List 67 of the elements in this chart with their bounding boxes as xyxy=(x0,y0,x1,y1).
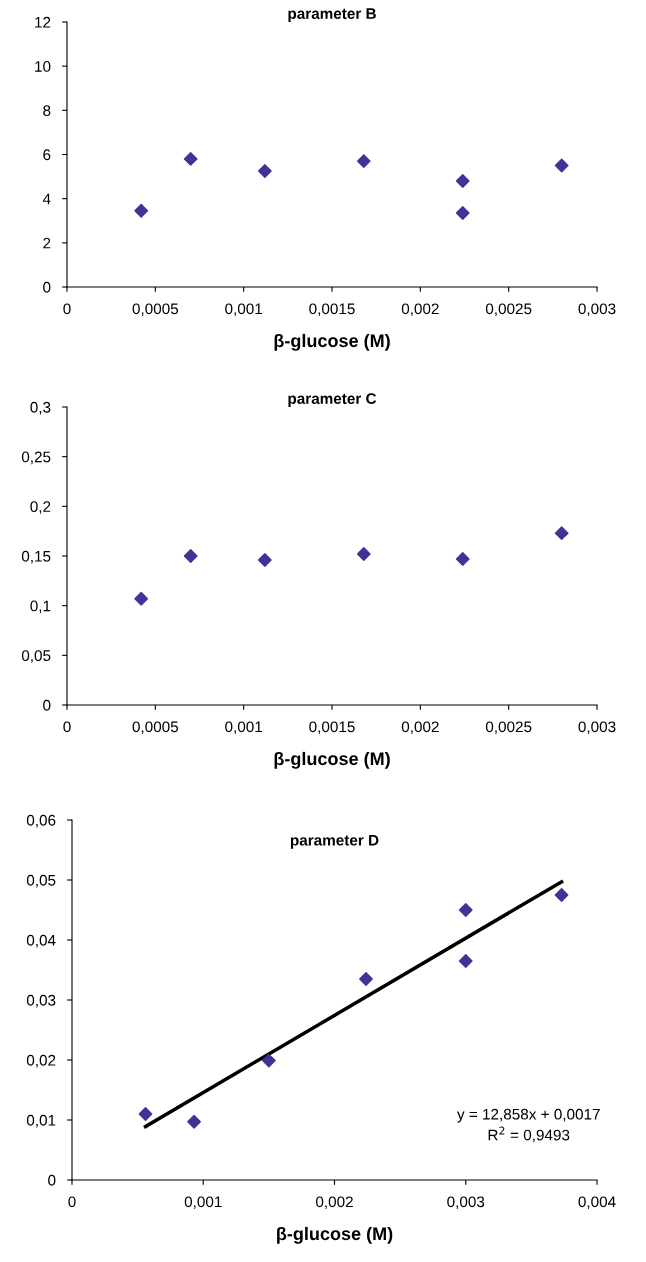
point xyxy=(257,553,272,567)
x-tick-label: 0,002 xyxy=(401,721,439,734)
y-tick-label: 12 xyxy=(35,16,51,28)
point xyxy=(356,547,371,561)
x-tick-label: 0,002 xyxy=(315,1196,353,1209)
y-tick-label: 8 xyxy=(43,105,51,117)
y-tick-label: 0,3 xyxy=(30,401,51,415)
x-tick-label: 0,0025 xyxy=(485,303,532,316)
x-tick-label: 0 xyxy=(68,1196,76,1208)
point xyxy=(138,1107,153,1121)
y-tick-label: 0 xyxy=(43,699,51,711)
x-tick-label: 0 xyxy=(63,303,71,315)
y-tick-label: 0,05 xyxy=(26,874,56,888)
x-tick-label: 0,0015 xyxy=(309,303,355,316)
x-tick-label: 0,003 xyxy=(578,303,616,316)
chart-title: parameter B xyxy=(288,8,376,22)
y-tick-label: 0,05 xyxy=(21,650,51,663)
point xyxy=(356,154,371,169)
x-axis-title: β-glucose (M) xyxy=(274,333,390,351)
y-tick-label: 0,2 xyxy=(30,501,51,514)
point xyxy=(554,888,569,902)
point xyxy=(554,526,569,541)
x-tick-label: 0 xyxy=(63,721,71,733)
text: parameter D xyxy=(290,834,379,849)
y-tick-label: 0 xyxy=(48,1174,56,1186)
point xyxy=(257,164,272,178)
point xyxy=(458,954,473,968)
y-tick-label: 6 xyxy=(43,149,51,161)
x-tick-label: 0,0005 xyxy=(132,721,179,734)
x-tick-label: 0,003 xyxy=(447,1196,485,1209)
x-tick-label: 0,0015 xyxy=(309,721,355,734)
y-tick-label: 4 xyxy=(42,193,51,205)
x-tick-label: 0,001 xyxy=(184,1196,222,1209)
x-tick-label: 0,003 xyxy=(578,721,616,734)
y-tick-label: 0 xyxy=(43,281,51,293)
point xyxy=(455,552,470,566)
x-axis-title: β-glucose (M) xyxy=(274,751,390,769)
chart-title: parameter C xyxy=(288,393,377,407)
point xyxy=(134,591,149,606)
point xyxy=(187,1114,201,1129)
annotation: y = 12,858x + 0,0017 R$^{2}$ = 0,9493 xyxy=(457,1108,600,1143)
y-tick-label: 0,01 xyxy=(26,1114,56,1128)
y-tick-label: 10 xyxy=(35,61,51,72)
y-tick-label: 0,1 xyxy=(30,600,51,614)
point xyxy=(458,903,473,917)
x-axis-title: β-glucose (M) xyxy=(277,1226,393,1244)
point xyxy=(261,1053,276,1068)
y-tick-label: 0,15 xyxy=(21,550,51,564)
x-tick-label: 0,002 xyxy=(401,303,439,316)
x-tick-label: 0,004 xyxy=(578,1196,616,1209)
y-tick-label: 2 xyxy=(43,237,51,249)
point xyxy=(183,549,198,563)
point xyxy=(455,174,470,188)
y-tick-label: 0,04 xyxy=(26,934,56,948)
y-tick-label: 0,25 xyxy=(21,451,51,465)
x-tick-label: 0,0005 xyxy=(132,303,179,316)
point xyxy=(554,158,569,173)
point xyxy=(134,203,149,218)
y-tick-label: 0,02 xyxy=(26,1054,56,1068)
point xyxy=(183,152,198,166)
x-tick-label: 0,001 xyxy=(225,721,263,734)
y-tick-label: 0,03 xyxy=(26,994,56,1008)
point xyxy=(359,972,373,986)
x-tick-label: 0,001 xyxy=(225,303,263,316)
point xyxy=(455,206,470,220)
y-tick-label: 0,06 xyxy=(26,814,56,828)
x-tick-label: 0,0025 xyxy=(485,721,532,734)
